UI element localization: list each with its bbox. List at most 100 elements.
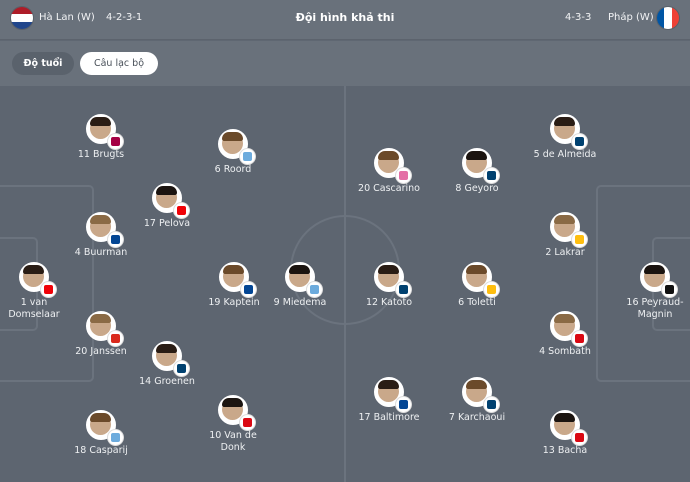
player-avatar — [19, 262, 56, 297]
player-avatar — [462, 377, 499, 412]
player-name: 20 Janssen — [75, 346, 127, 357]
player-avatar — [374, 148, 411, 183]
player-name: 6 Toletti — [458, 297, 496, 308]
player-avatar — [86, 410, 123, 445]
club-man-city-icon — [240, 149, 255, 164]
home-team-name[interactable]: Hà Lan (W) — [39, 12, 95, 23]
player-avatar — [152, 183, 189, 218]
club-lyon-icon — [572, 430, 587, 445]
player-name: 1 van Domselaar — [8, 297, 60, 320]
player-avatar — [86, 311, 123, 346]
player-name: 11 Brugts — [77, 149, 125, 160]
player-away[interactable]: 7 Karchaoui — [432, 377, 522, 424]
france-flag-icon — [657, 7, 679, 29]
club-chelsea-icon — [108, 232, 123, 247]
home-formation: 4-2-3-1 — [106, 12, 143, 23]
player-name: 6 Roord — [214, 164, 252, 175]
page-title: Đội hình khả thi — [295, 11, 395, 24]
away-formation: 4-3-3 — [565, 12, 592, 23]
player-avatar — [374, 262, 411, 297]
club-juventus-icon — [662, 282, 677, 297]
club-man-city-icon — [307, 282, 322, 297]
player-avatar — [550, 212, 587, 247]
player-name: 4 Sombath — [539, 346, 591, 357]
player-avatar — [550, 114, 587, 149]
player-avatar — [550, 311, 587, 346]
player-avatar — [218, 395, 255, 430]
player-home[interactable]: 6 Roord — [188, 129, 278, 176]
player-name: 9 Miedema — [273, 297, 327, 308]
player-away[interactable]: 13 Bacha — [520, 410, 610, 457]
player-name: 10 Van de Donk — [209, 430, 257, 453]
player-name: 12 Katoto — [365, 297, 413, 308]
club-psg-icon — [572, 134, 587, 149]
player-away[interactable]: 4 Sombath — [520, 311, 610, 358]
player-away[interactable]: 2 Lakrar — [520, 212, 610, 259]
player-home[interactable]: 17 Pelova — [122, 183, 212, 230]
player-avatar — [86, 212, 123, 247]
player-avatar — [550, 410, 587, 445]
player-avatar — [285, 262, 322, 297]
player-avatar — [462, 148, 499, 183]
player-avatar — [462, 262, 499, 297]
club-chelsea-icon — [241, 282, 256, 297]
club-lyon-icon — [572, 331, 587, 346]
player-name: 18 Casparij — [74, 445, 128, 456]
club-real-madrid-icon — [484, 282, 499, 297]
player-away[interactable]: 16 Peyraud-Magnin — [610, 262, 690, 321]
club-psg-icon — [484, 397, 499, 412]
player-name: 20 Cascarino — [358, 183, 420, 194]
club-man-utd-icon — [108, 331, 123, 346]
player-avatar — [86, 114, 123, 149]
player-name: 4 Buurman — [74, 247, 128, 258]
club-chelsea-icon — [396, 397, 411, 412]
player-name: 14 Groenen — [139, 376, 195, 387]
player-avatar — [374, 377, 411, 412]
toolbar: Độ tuổi Câu lạc bộ — [0, 41, 690, 86]
player-away[interactable]: 8 Geyoro — [432, 148, 522, 195]
club-arsenal-icon — [41, 282, 56, 297]
club-psg-icon — [174, 361, 189, 376]
player-home[interactable]: 18 Casparij — [56, 410, 146, 457]
player-name: 5 de Almeida — [533, 149, 597, 160]
player-name: 8 Geyoro — [455, 183, 499, 194]
club-psg-icon — [396, 282, 411, 297]
player-name: 16 Peyraud-Magnin — [626, 297, 684, 320]
player-name: 19 Kaptein — [208, 297, 260, 308]
player-name: 13 Bacha — [542, 445, 588, 456]
player-away[interactable]: 5 de Almeida — [520, 114, 610, 161]
player-away[interactable]: 20 Cascarino — [344, 148, 434, 195]
player-avatar — [640, 262, 677, 297]
player-avatar — [219, 262, 256, 297]
header: Hà Lan (W) 4-2-3-1 Đội hình khả thi 4-3-… — [0, 0, 690, 40]
away-team-name[interactable]: Pháp (W) — [608, 12, 654, 23]
pitch: 11 Brugts 6 Roord 17 Pelova 4 Buurman 1 van … — [0, 86, 690, 482]
club-man-city-icon — [108, 430, 123, 445]
player-home[interactable]: 10 Van de Donk — [188, 395, 278, 454]
tab-age[interactable]: Độ tuổi — [12, 52, 74, 75]
player-home[interactable]: 20 Janssen — [56, 311, 146, 358]
player-name: 17 Baltimore — [358, 412, 420, 423]
netherlands-flag-icon — [11, 7, 33, 29]
player-home[interactable]: 11 Brugts — [56, 114, 146, 161]
player-home[interactable]: 4 Buurman — [56, 212, 146, 259]
player-home[interactable]: 14 Groenen — [122, 341, 212, 388]
club-barcelona-icon — [108, 134, 123, 149]
tab-club[interactable]: Câu lạc bộ — [80, 52, 158, 75]
player-name: 7 Karchaoui — [448, 412, 506, 423]
club-real-madrid-icon — [572, 232, 587, 247]
player-avatar — [218, 129, 255, 164]
player-home[interactable]: 9 Miedema — [255, 262, 345, 309]
player-away[interactable]: 12 Katoto — [344, 262, 434, 309]
player-home[interactable]: 1 van Domselaar — [0, 262, 79, 321]
player-away[interactable]: 17 Baltimore — [344, 377, 434, 424]
player-avatar — [152, 341, 189, 376]
player-away[interactable]: 6 Toletti — [432, 262, 522, 309]
player-name: 2 Lakrar — [545, 247, 585, 258]
club-lyon-icon — [240, 415, 255, 430]
club-arsenal-icon — [174, 203, 189, 218]
player-name: 17 Pelova — [143, 218, 191, 229]
player-home[interactable]: 19 Kaptein — [189, 262, 279, 309]
club-san-diego-icon — [396, 168, 411, 183]
club-psg-icon — [484, 168, 499, 183]
